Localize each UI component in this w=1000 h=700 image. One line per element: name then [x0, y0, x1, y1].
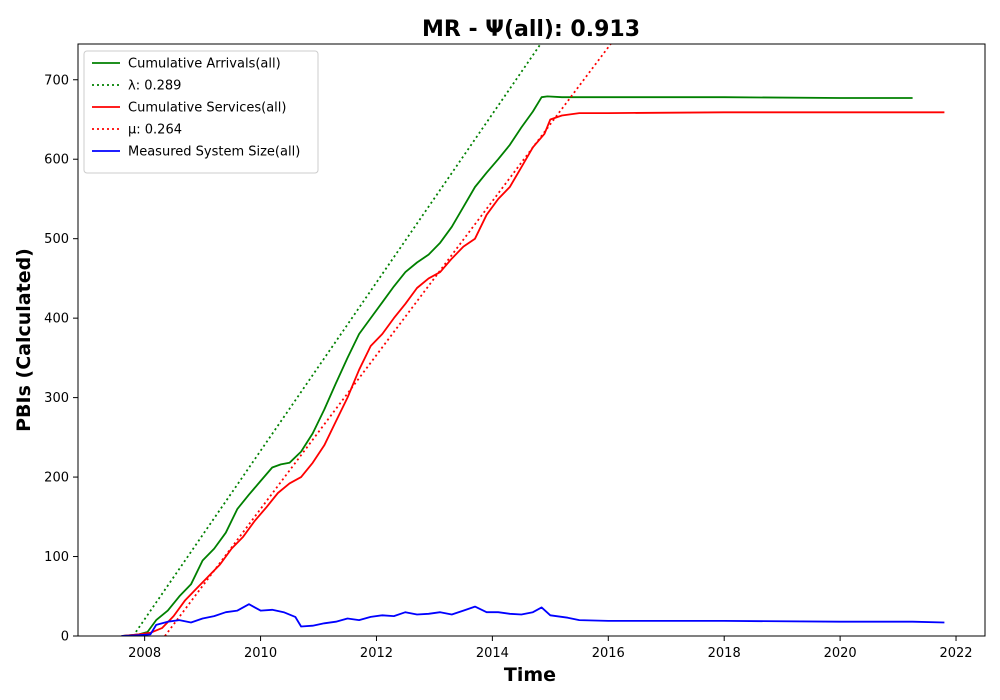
legend-entry-cumulative-arrivals-all: Cumulative Arrivals(all): [128, 57, 281, 72]
y-tick-label: 400: [44, 312, 69, 327]
plot-area: [121, 44, 945, 636]
y-axis-label: PBIs (Calculated): [13, 248, 35, 432]
series-line-cumulative-services-all: [121, 111, 945, 636]
y-tick-label: 500: [44, 232, 69, 247]
x-tick-label: 2010: [244, 646, 277, 661]
legend: Cumulative Arrivals(all) λ: 0.289 Cumulati…: [83, 50, 319, 174]
x-tick-label: 2016: [592, 646, 625, 661]
legend-entry-0-264: μ: 0.264: [128, 123, 182, 138]
chart-title: MR - Ψ(all): 0.913: [422, 17, 640, 42]
legend-entry-measured-system-size-all: Measured System Size(all): [128, 145, 300, 160]
x-tick-label: 2014: [476, 646, 509, 661]
y-tick-label: 100: [44, 550, 69, 565]
y-tick-label: 0: [61, 630, 69, 645]
y-tick-label: 700: [44, 73, 69, 88]
series-line-0-289: [132, 44, 542, 636]
y-tick-label: 300: [44, 391, 69, 406]
x-tick-label: 2020: [824, 646, 857, 661]
x-tick-label: 2008: [128, 646, 161, 661]
x-tick-label: 2022: [939, 646, 972, 661]
legend-box: [83, 50, 319, 174]
x-axis-label: Time: [504, 664, 556, 686]
y-tick-label: 600: [44, 153, 69, 168]
x-tick-label: 2018: [708, 646, 741, 661]
y-tick-label: 200: [44, 471, 69, 486]
x-tick-label: 2012: [360, 646, 393, 661]
series-group: [121, 44, 945, 636]
series-line-cumulative-arrivals-all: [121, 95, 913, 636]
legend-entry-0-289: λ: 0.289: [128, 79, 181, 94]
legend-entry-cumulative-services-all: Cumulative Services(all): [128, 101, 286, 116]
plot-frame: [77, 43, 986, 637]
series-line-measured-system-size-all: [121, 603, 945, 636]
axes: 2008 2010 2012 2014 2016 2018 2020 2022 0 100 200 3…: [44, 43, 986, 661]
